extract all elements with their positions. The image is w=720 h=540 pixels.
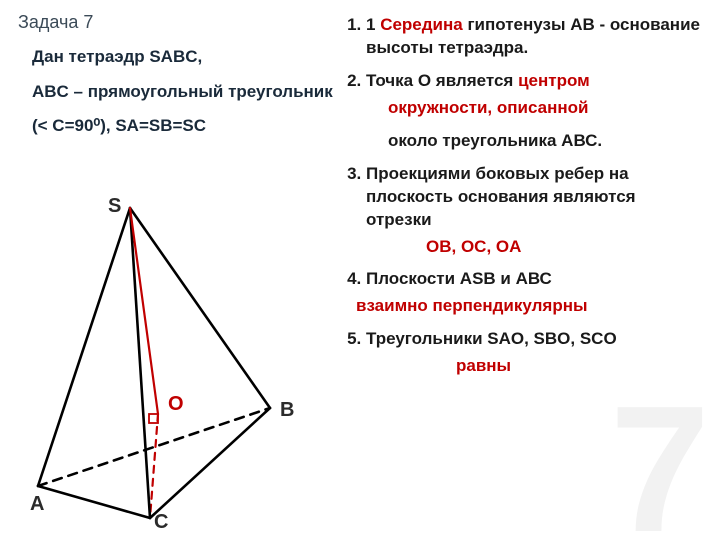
answer-text: Проекциями боковых ребер на плоскость ос…: [366, 164, 636, 229]
answer-sub-red: взаимно перпендикулярны: [356, 295, 700, 318]
given-line: Дан тетраэдр SABC,: [32, 45, 338, 70]
given-line: (< C=90⁰), SA=SB=SC: [32, 114, 338, 139]
right-column: 1 Середина гипотенузы АВ - основание выс…: [340, 14, 700, 388]
answer-text: Плоскости ASB и АВС: [366, 269, 552, 288]
tetrahedron-diagram: S A B C O: [10, 190, 330, 530]
answer-text: Точка О является: [366, 71, 518, 90]
task-title: Задача 7: [18, 12, 338, 33]
answer-item-4: Плоскости ASB и АВС взаимно перпендикуля…: [366, 268, 700, 318]
answer-item-2: Точка О является центром окружности, опи…: [366, 70, 700, 153]
answer-fill: центром: [518, 71, 590, 90]
svg-text:S: S: [108, 195, 121, 217]
answer-sub-red: окружности, описанной: [388, 97, 700, 120]
given-line: ABC – прямоугольный треугольник: [32, 80, 338, 105]
answer-item-3: Проекциями боковых ребер на плоскость ос…: [366, 163, 700, 259]
answer-prefix: 1: [366, 15, 380, 34]
answer-sub-red: OB, OC, OA: [426, 236, 700, 259]
answer-sub-black: около треугольника АВС.: [388, 130, 700, 153]
answer-item-1: 1 Середина гипотенузы АВ - основание выс…: [366, 14, 700, 60]
answer-item-5: Треугольники SAO, SBO, SCO равны: [366, 328, 700, 378]
svg-text:C: C: [154, 511, 168, 533]
watermark-number: 7: [610, 380, 710, 540]
answer-fill: Середина: [380, 15, 463, 34]
diagram-svg: S A B C O: [10, 190, 330, 530]
svg-text:O: O: [168, 393, 184, 415]
answer-text: Треугольники SAO, SBO, SCO: [366, 329, 617, 348]
given-block: Дан тетраэдр SABC, ABC – прямоугольный т…: [32, 45, 338, 139]
svg-text:B: B: [280, 399, 294, 421]
answer-sub-red: равны: [456, 355, 700, 378]
slide: 7 Задача 7 Дан тетраэдр SABC, ABC – прям…: [0, 0, 720, 540]
svg-text:A: A: [30, 493, 44, 515]
left-column: Задача 7 Дан тетраэдр SABC, ABC – прямоу…: [18, 12, 338, 149]
answers-list: 1 Середина гипотенузы АВ - основание выс…: [340, 14, 700, 378]
